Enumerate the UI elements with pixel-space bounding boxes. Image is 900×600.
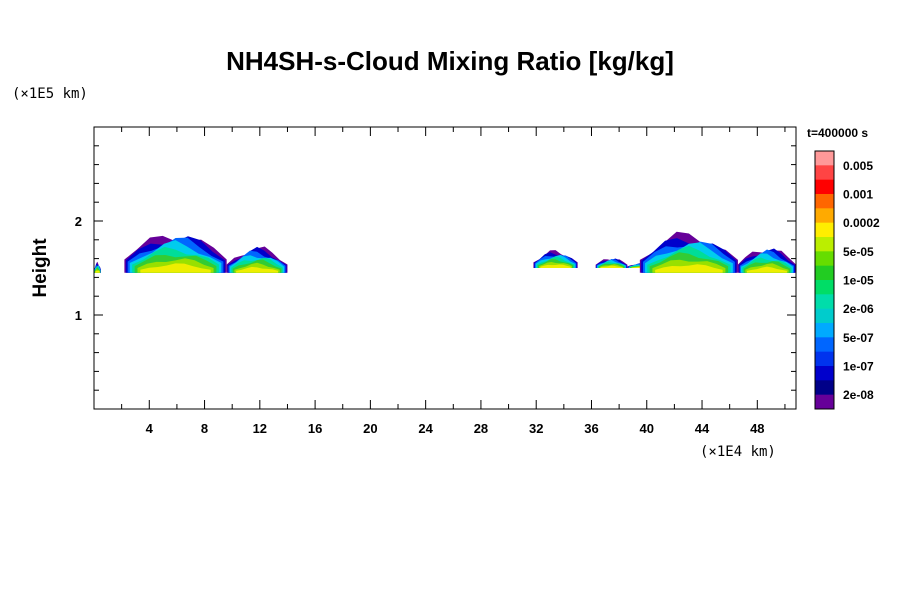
colorbar-label: 1e-07: [843, 360, 874, 374]
colorbar-label: 0.001: [843, 188, 873, 202]
x-tick-label: 20: [363, 421, 377, 436]
x-tick-label: 24: [418, 421, 433, 436]
cloud-contour: [655, 264, 723, 273]
colorbar-swatch: [815, 165, 834, 181]
x-tick-label: 28: [474, 421, 488, 436]
x-tick-label: 48: [750, 421, 764, 436]
cloud-region: [226, 246, 288, 273]
cloud-contour: [95, 270, 100, 273]
x-tick-label: 40: [640, 421, 654, 436]
colorbar-label: 0.005: [843, 159, 873, 173]
x-tick-label: 12: [253, 421, 267, 436]
colorbar-swatch: [815, 194, 834, 209]
x-axis: 4 8 12 16 20 24 28 32 36 40 44 48: [93, 127, 786, 436]
colorbar-swatch: [815, 265, 834, 281]
x-tick-label: 36: [584, 421, 598, 436]
cloud-contour: [540, 264, 571, 268]
y-axis: 12: [75, 145, 796, 391]
colorbar-swatch: [815, 294, 834, 310]
x-tick-label: 44: [695, 421, 710, 436]
time-label: t=400000 s: [807, 126, 869, 140]
colorbar-label: 5e-07: [843, 331, 874, 345]
colorbar-swatch: [815, 237, 834, 252]
colorbar-swatch: [815, 337, 834, 353]
colorbar-swatch: [815, 308, 834, 324]
cloud-contour: [140, 263, 211, 273]
x-tick-label: 8: [201, 421, 208, 436]
cloud-contour: [236, 266, 278, 273]
colorbar-swatch: [815, 208, 834, 224]
cloud-region: [639, 231, 738, 273]
x-tick-label: 16: [308, 421, 322, 436]
y-tick-label: 2: [75, 214, 82, 229]
colorbar-swatch: [815, 251, 834, 267]
colorbar-label: 5e-05: [843, 245, 874, 259]
colorbar-swatch: [815, 366, 834, 381]
plot-frame: [93, 126, 797, 410]
colorbar-swatch: [815, 351, 834, 367]
colorbar-swatch: [815, 222, 834, 238]
colorbar-label: 2e-06: [843, 302, 874, 316]
cloud-region: [533, 250, 578, 268]
colorbar-swatch: [815, 280, 834, 295]
y-tick-label: 1: [75, 308, 82, 323]
cloud-contour: [600, 265, 623, 268]
chart-title: NH4SH-s-Cloud Mixing Ratio [kg/kg]: [226, 46, 674, 76]
colorbar-swatch: [815, 323, 834, 338]
x-tick-label: 4: [146, 421, 154, 436]
cloud-region: [124, 235, 227, 273]
colorbar-label: 0.0002: [843, 216, 880, 230]
y-axis-unit: (×1E5 km): [12, 86, 88, 102]
colorbar-frame: [814, 150, 835, 410]
colorbar-label: 2e-08: [843, 388, 874, 402]
x-axis-unit: (×1E4 km): [700, 444, 776, 460]
cloud-region: [94, 261, 101, 273]
colorbar: 0.005 0.001 0.0002 5e-05 1e-05 2e-06 5e-07 1e-0…: [814, 150, 880, 410]
cloud-region: [737, 248, 796, 273]
colorbar-swatch: [815, 394, 834, 410]
colorbar-swatch: [815, 179, 834, 195]
colorbar-label: 1e-05: [843, 274, 874, 288]
cloud-layer: [94, 231, 796, 273]
colorbar-swatch: [815, 380, 834, 396]
cloud-contour: [747, 266, 787, 273]
cloud-region: [595, 258, 628, 268]
x-tick-label: 32: [529, 421, 543, 436]
colorbar-swatch: [815, 151, 834, 166]
